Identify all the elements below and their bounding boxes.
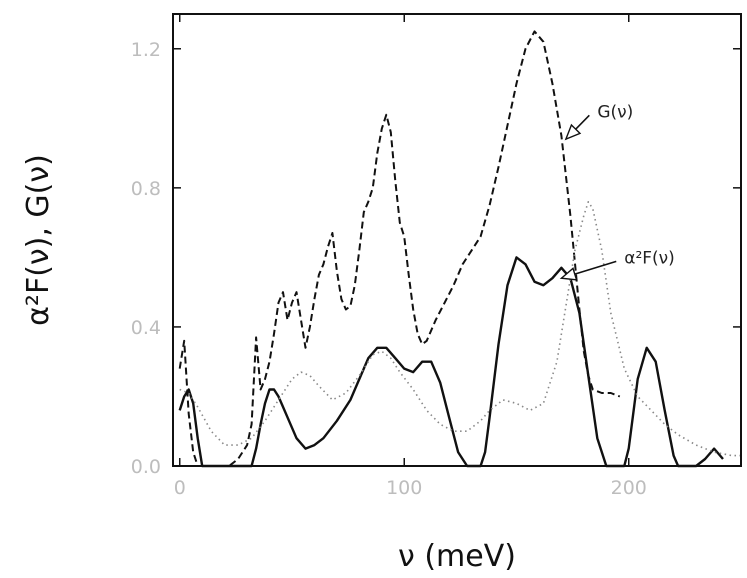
series-line-dashed — [178, 30, 621, 467]
x-axis-title: ν (meV) — [398, 539, 516, 574]
plot-frame — [172, 13, 742, 467]
series-line-dotted — [179, 201, 741, 457]
x-tick-label: 0 — [174, 477, 186, 499]
annotation-layer: G(ν) α²F(ν) — [559, 102, 675, 281]
y-tick-label: 0.8 — [131, 178, 161, 200]
annotation-arrow-head — [564, 123, 582, 141]
series-layer — [178, 30, 741, 468]
y-axis-title: α²F(ν), G(ν) — [21, 154, 56, 326]
annotation-arrow-head — [559, 267, 578, 281]
annotation-label: G(ν) — [597, 102, 633, 122]
x-tick-label: 100 — [386, 477, 422, 499]
series-line-solid — [178, 256, 724, 468]
y-tick-label: 0.4 — [131, 317, 161, 339]
annotation-label: α²F(ν) — [624, 248, 675, 268]
ticks-layer: 0.0 0.4 0.8 1.2 0 100 200 — [131, 14, 741, 499]
y-tick-label: 1.2 — [131, 39, 161, 61]
y-tick-label: 0.0 — [131, 456, 161, 478]
x-tick-label: 200 — [611, 477, 647, 499]
